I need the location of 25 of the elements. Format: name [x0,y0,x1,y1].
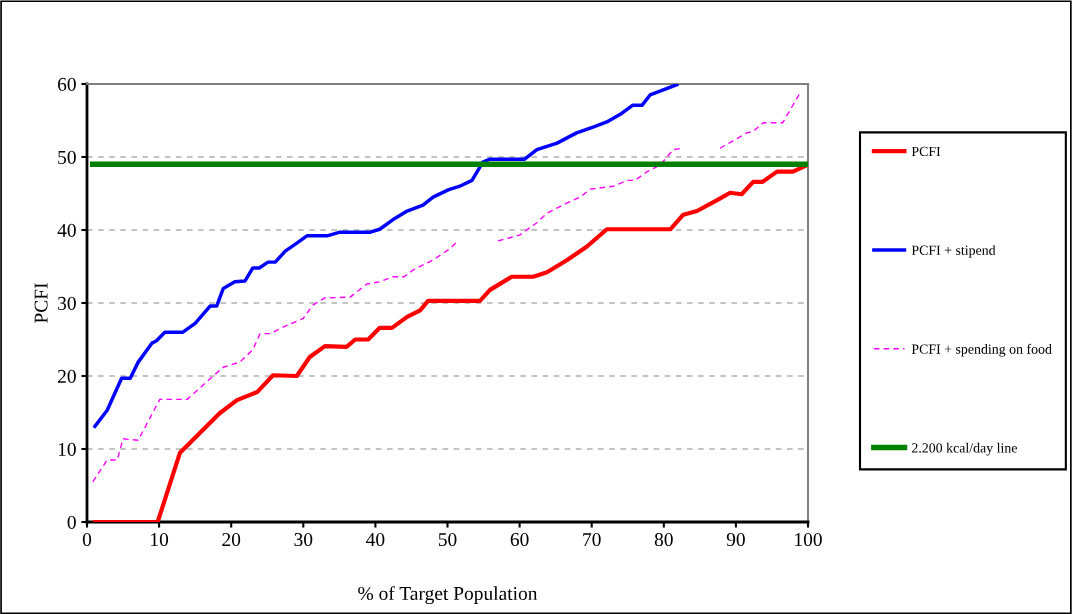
x-tick-label: 80 [654,532,673,547]
x-tick-label: 100 [795,532,822,547]
x-axis-title: % of Target Population [358,586,538,605]
x-tick-label: 40 [366,532,385,547]
x-tick-label: 10 [151,532,169,547]
y-tick-label: 40 [57,223,76,237]
y-axis-title: PCFI [34,283,48,323]
x-tick-label: 0 [82,532,92,547]
legend-label: PCFI [911,146,941,157]
y-tick-label: 60 [57,77,76,91]
y-tick-label: 20 [57,369,76,383]
x-tick-label: 60 [510,532,529,547]
line-series [93,84,679,429]
y-tick-label: 10 [58,442,76,456]
legend-label: PCFI + spending on food [911,343,1052,357]
x-tick-label: 70 [583,532,601,547]
y-tick-label: 0 [67,515,76,529]
x-tick-label: 50 [438,532,457,547]
legend-label: PCFI + stipend [911,245,996,258]
x-tick-label: 20 [222,532,241,547]
legend-label: 2.200 kcal/day line [912,442,1017,456]
y-tick-label: 50 [58,150,76,164]
y-tick-label: 30 [58,296,76,310]
x-tick-label: 90 [726,532,745,547]
x-tick-label: 30 [294,532,313,547]
